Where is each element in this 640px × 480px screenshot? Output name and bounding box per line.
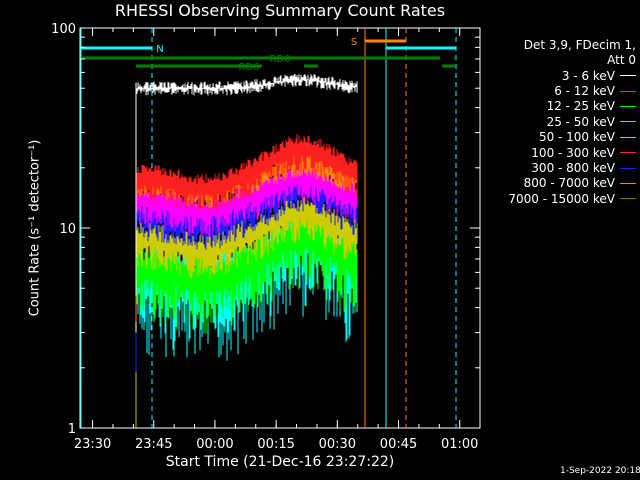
- legend-swatch: [620, 136, 636, 138]
- legend-header-line: Det 3,9, FDecim 1,: [523, 38, 636, 52]
- legend-header-line: Att 0: [607, 53, 636, 67]
- x-tick-label: 23:45: [135, 437, 172, 452]
- legend-swatch: [620, 105, 636, 107]
- footer-timestamp: 1-Sep-2022 20:18: [560, 466, 640, 476]
- x-tick-label: 23:30: [74, 437, 111, 452]
- legend-entry: 6 - 12 keV: [488, 83, 636, 98]
- x-tick-label: 00:45: [380, 437, 417, 452]
- legend-entry-label: 100 - 300 keV: [531, 145, 615, 160]
- legend-entry-label: 12 - 25 keV: [546, 99, 615, 114]
- legend-entry-label: 7000 - 15000 keV: [508, 191, 615, 206]
- legend-entry: 50 - 100 keV: [488, 130, 636, 145]
- series-3-6kev: [135, 74, 358, 96]
- legend-swatch: [620, 121, 636, 123]
- legend-entry-label: 800 - 7000 keV: [523, 176, 615, 191]
- legend-entry: 300 - 800 keV: [488, 160, 636, 175]
- legend-entry: 100 - 300 keV: [488, 145, 636, 160]
- series-layer: [135, 74, 358, 428]
- ticks-layer: 1 10 100 23:30 23:45 00:00 00:15 00:30 00:45 01:0…: [51, 22, 480, 452]
- night-label: N: [156, 44, 163, 55]
- rd6-label: RD6: [238, 62, 259, 73]
- legend-entry-label: 6 - 12 keV: [554, 84, 615, 99]
- x-tick-label: 01:00: [441, 437, 478, 452]
- legend-entry-label: 3 - 6 keV: [561, 68, 615, 83]
- x-tick-label: 00:30: [319, 437, 356, 452]
- legend: Det 3,9, FDecim 1, Att 0 3 - 6 keV 6 - 12…: [488, 38, 636, 207]
- legend-entry: 7000 - 15000 keV: [488, 191, 636, 206]
- chart-title: RHESSI Observing Summary Count Rates: [114, 1, 446, 20]
- y-tick-label: 1: [68, 422, 76, 437]
- legend-swatch: [620, 198, 636, 200]
- legend-entry-label: 25 - 50 keV: [546, 114, 615, 129]
- y-tick-label: 100: [51, 22, 76, 37]
- rd0-label: RD0: [269, 54, 290, 65]
- legend-entry: 3 - 6 keV: [488, 68, 636, 83]
- x-tick-label: 00:00: [196, 437, 233, 452]
- y-axis-label: Count Rate (s⁻¹ detector⁻¹): [27, 139, 43, 317]
- legend-entry: 12 - 25 keV: [488, 99, 636, 114]
- legend-swatch: [620, 75, 636, 77]
- legend-entry-label: 50 - 100 keV: [538, 130, 615, 145]
- legend-entry: 25 - 50 keV: [488, 114, 636, 129]
- annotations-layer: N S RD0 RD6: [80, 28, 457, 428]
- legend-swatch: [620, 152, 636, 154]
- legend-entry: 800 - 7000 keV: [488, 176, 636, 191]
- y-tick-label: 10: [59, 222, 76, 237]
- legend-entry-label: 300 - 800 keV: [531, 161, 615, 176]
- x-axis-label: Start Time (21-Dec-16 23:27:22): [165, 454, 395, 470]
- saa-label: S: [351, 37, 357, 48]
- x-tick-label: 00:15: [257, 437, 294, 452]
- legend-swatch: [620, 90, 636, 92]
- legend-swatch: [620, 167, 636, 169]
- legend-swatch: [620, 182, 636, 184]
